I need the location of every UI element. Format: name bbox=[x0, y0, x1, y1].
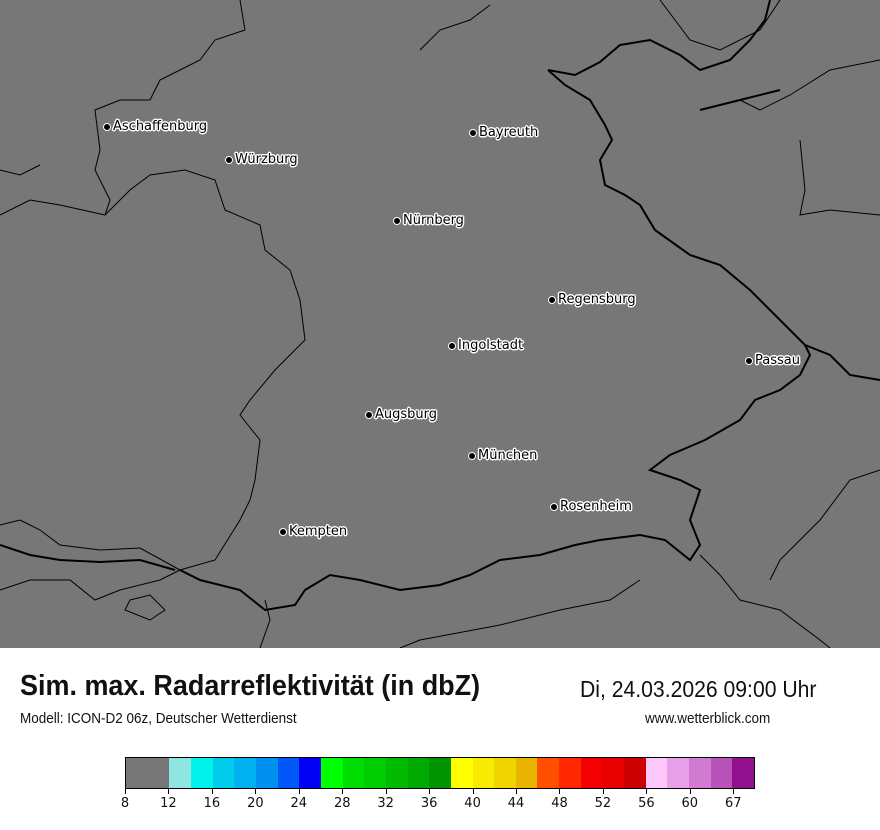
colorbar-segment bbox=[450, 758, 473, 788]
city-name: Regensburg bbox=[558, 292, 636, 307]
colorbar-segment bbox=[645, 758, 668, 788]
colorbar-tick bbox=[298, 789, 300, 794]
colorbar-tick bbox=[211, 789, 213, 794]
colorbar-segment bbox=[212, 758, 235, 788]
city-name: München bbox=[478, 448, 538, 463]
colorbar-tick-label: 36 bbox=[420, 796, 438, 811]
colorbar-segment bbox=[494, 758, 516, 788]
colorbar-segment bbox=[624, 758, 646, 788]
colorbar-tick-label: 40 bbox=[464, 796, 481, 811]
city-label: Ingolstadt bbox=[448, 338, 523, 353]
colorbar-segment bbox=[537, 758, 560, 788]
colorbar-tick bbox=[255, 789, 257, 794]
colorbar-tick bbox=[472, 789, 474, 794]
forecast-datetime: Di, 24.03.2026 09:00 Uhr bbox=[580, 676, 817, 702]
colorbar-segment bbox=[277, 758, 300, 788]
colorbar-segment bbox=[667, 758, 690, 788]
colorbar-tick-label: 67 bbox=[724, 796, 742, 811]
city-dot-icon bbox=[393, 216, 401, 225]
city-dot-icon bbox=[745, 356, 753, 365]
city-label: Kempten bbox=[279, 524, 347, 539]
city-name: Ingolstadt bbox=[458, 338, 524, 353]
colorbar-segment bbox=[559, 758, 581, 788]
model-info: Modell: ICON-D2 06z, Deutscher Wetterdie… bbox=[20, 710, 297, 727]
colorbar-segment bbox=[126, 758, 170, 788]
colorbar-tick bbox=[385, 789, 387, 794]
city-label: Aschaffenburg bbox=[103, 119, 207, 134]
colorbar-tick bbox=[516, 789, 518, 794]
colorbar-tick bbox=[559, 789, 561, 794]
colorbar-tick-label: 60 bbox=[681, 796, 699, 811]
colorbar-tick bbox=[168, 789, 170, 794]
colorbar-tick bbox=[646, 789, 648, 794]
colorbar-tick-label: 52 bbox=[594, 796, 612, 811]
colorbar-segment bbox=[732, 758, 755, 788]
city-dot-icon bbox=[550, 502, 558, 511]
colorbar-tick-label: 44 bbox=[507, 796, 525, 811]
colorbar-segment bbox=[169, 758, 191, 788]
colorbar-tick bbox=[342, 789, 344, 794]
city-label: Regensburg bbox=[548, 292, 636, 307]
city-label: München bbox=[468, 448, 537, 463]
colorbar-segment bbox=[515, 758, 538, 788]
city-name: Aschaffenburg bbox=[113, 119, 208, 134]
city-name: Passau bbox=[755, 353, 800, 368]
colorbar-tick-label: 32 bbox=[377, 796, 394, 811]
colorbar-tick bbox=[602, 789, 604, 794]
colorbar-tick-label: 56 bbox=[638, 796, 655, 811]
colorbar-tick-label: 28 bbox=[333, 796, 351, 811]
colorbar-segment bbox=[407, 758, 430, 788]
colorbar-tick bbox=[125, 789, 126, 794]
colorbar-tick bbox=[689, 789, 691, 794]
colorbar-segment bbox=[364, 758, 386, 788]
colorbar-tick-label: 20 bbox=[247, 796, 264, 811]
colorbar-tick-label: 8 bbox=[120, 796, 130, 811]
city-name: Kempten bbox=[289, 524, 348, 539]
colorbar-segment bbox=[710, 758, 733, 788]
city-label: Passau bbox=[745, 353, 800, 368]
map: Aschaffenburg Würzburg Bayreuth Nürnberg… bbox=[0, 0, 880, 648]
city-dot-icon bbox=[469, 128, 477, 137]
colorbar-segment bbox=[689, 758, 711, 788]
city-dot-icon bbox=[448, 341, 456, 350]
city-label: Rosenheim bbox=[550, 499, 632, 514]
colorbar-segment bbox=[602, 758, 625, 788]
colorbar-segment bbox=[299, 758, 321, 788]
colorbar-segment bbox=[320, 758, 343, 788]
city-label: Augsburg bbox=[365, 407, 437, 422]
colorbar-segment bbox=[472, 758, 495, 788]
colorbar-segment bbox=[190, 758, 213, 788]
colorbar-tick-label: 24 bbox=[290, 796, 308, 811]
city-label: Würzburg bbox=[225, 152, 298, 167]
colorbar-ticks: 8 12 16 20 24 28 32 36 40 44 48 52 56 60 67 bbox=[121, 789, 755, 819]
colorbar-segment bbox=[429, 758, 451, 788]
city-dot-icon bbox=[279, 527, 287, 536]
colorbar-tick bbox=[429, 789, 431, 794]
colorbar-segment bbox=[385, 758, 408, 788]
city-dot-icon bbox=[103, 122, 111, 131]
border-lines bbox=[0, 0, 880, 648]
city-name: Rosenheim bbox=[560, 499, 632, 514]
colorbar bbox=[125, 757, 755, 789]
colorbar-tick-label: 16 bbox=[203, 796, 221, 811]
website-link[interactable]: www.wetterblick.com bbox=[645, 710, 771, 727]
colorbar-segment bbox=[255, 758, 278, 788]
colorbar-tick-label: 48 bbox=[551, 796, 568, 811]
city-name: Bayreuth bbox=[479, 125, 539, 140]
city-label: Nürnberg bbox=[393, 213, 464, 228]
city-dot-icon bbox=[225, 155, 233, 164]
city-name: Nürnberg bbox=[403, 213, 464, 228]
city-name: Augsburg bbox=[375, 407, 438, 422]
city-dot-icon bbox=[365, 410, 373, 419]
colorbar-segment bbox=[234, 758, 256, 788]
colorbar-segment bbox=[342, 758, 365, 788]
city-label: Bayreuth bbox=[469, 125, 538, 140]
city-dot-icon bbox=[468, 451, 476, 460]
colorbar-segment bbox=[580, 758, 603, 788]
colorbar-tick-label: 12 bbox=[160, 796, 177, 811]
colorbar-tick bbox=[733, 789, 735, 794]
city-name: Würzburg bbox=[235, 152, 298, 167]
city-dot-icon bbox=[548, 295, 556, 304]
chart-title: Sim. max. Radarreflektivität (in dbZ) bbox=[20, 670, 481, 702]
